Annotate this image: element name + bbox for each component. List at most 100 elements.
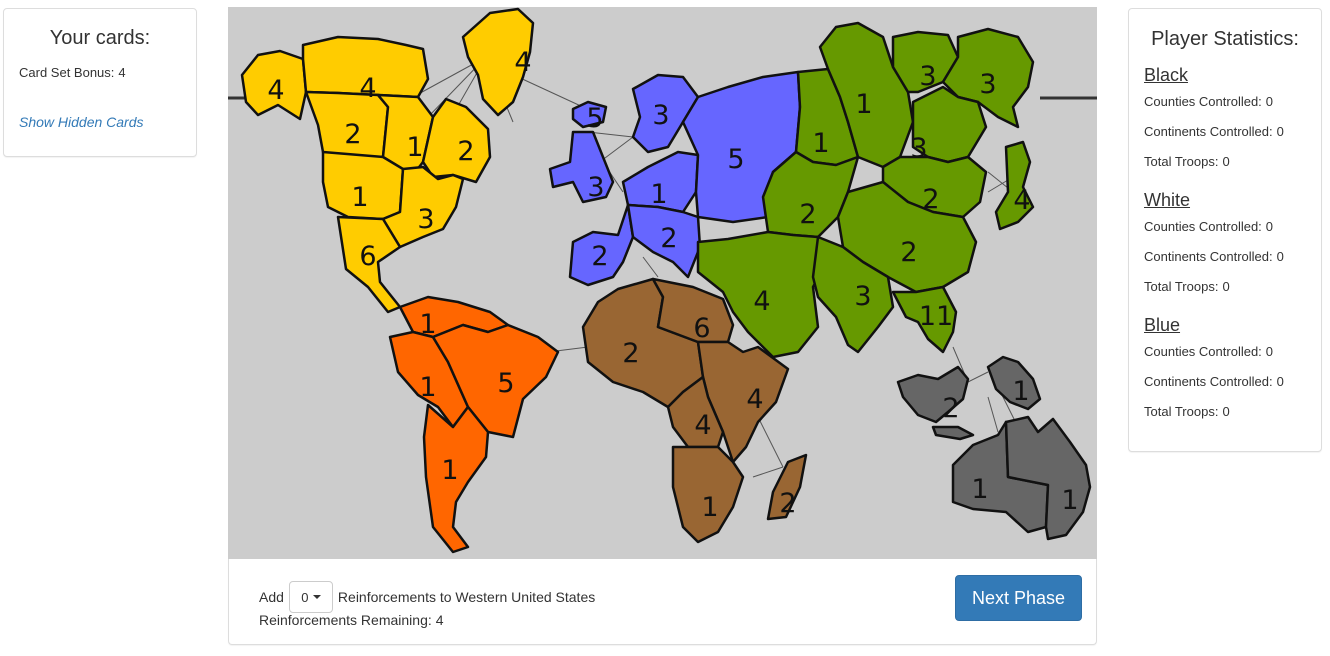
territory-iceland[interactable] <box>571 100 608 129</box>
remaining-label: Reinforcements Remaining: <box>259 612 432 628</box>
troops-brazil: 5 <box>497 368 514 399</box>
troops-value: 0 <box>1222 154 1230 169</box>
troops-north-africa: 2 <box>622 338 639 369</box>
player-block-blue: Blue Counties Controlled: 0 Continents Co… <box>1144 314 1319 434</box>
continent-australia <box>896 355 1092 541</box>
show-hidden-cards-link[interactable]: Show Hidden Cards <box>19 114 144 130</box>
troops-northern-europe: 1 <box>650 179 667 210</box>
next-phase-button[interactable]: Next Phase <box>955 575 1082 621</box>
troops-ontario: 1 <box>406 132 423 163</box>
troops-india: 3 <box>854 281 871 312</box>
territory-scandinavia[interactable] <box>631 73 700 154</box>
territory-siberia[interactable] <box>818 21 915 169</box>
continents-label: Continents Controlled: <box>1144 249 1273 264</box>
troops-japan: 4 <box>1013 185 1030 216</box>
card-set-bonus: Card Set Bonus: 4 <box>19 65 126 80</box>
troops-argentina: 1 <box>441 455 458 486</box>
troop-labels: 4 4 4 2 1 2 1 3 6 1 1 5 1 5 3 3 1 5 2 2 … <box>267 47 1078 523</box>
territory-siam[interactable] <box>891 285 958 354</box>
troops-greenland: 4 <box>514 47 531 78</box>
troops-label: Total Troops: <box>1144 404 1219 419</box>
counties-label: Counties Controlled: <box>1144 94 1262 109</box>
counties-value: 0 <box>1265 94 1274 109</box>
troops-iceland: 5 <box>586 103 603 134</box>
troops-alberta: 2 <box>344 119 361 150</box>
territory-argentina[interactable] <box>422 403 490 554</box>
territory-middle-east[interactable] <box>696 230 825 359</box>
troops-eastern-australia: 1 <box>1061 485 1078 516</box>
troops-label: Total Troops: <box>1144 279 1219 294</box>
world-map: 4 4 4 2 1 2 1 3 6 1 1 5 1 5 3 3 1 5 2 2 … <box>228 7 1097 559</box>
troops-middle-east: 4 <box>753 286 770 317</box>
troops-label: Total Troops: <box>1144 154 1219 169</box>
troops-value: 0 <box>1222 279 1230 294</box>
troops-ural: 1 <box>812 128 829 159</box>
territory-greenland[interactable] <box>461 7 535 117</box>
troops-great-britain: 3 <box>587 172 604 203</box>
continent-north-america <box>240 7 535 314</box>
stats-title: Player Statistics: <box>1151 28 1299 50</box>
territory-southern-europe[interactable] <box>626 203 702 279</box>
counties-value: 0 <box>1265 219 1274 234</box>
card-set-bonus-label: Card Set Bonus: <box>19 65 115 80</box>
reinforcements-remaining: Reinforcements Remaining: 4 <box>259 612 444 628</box>
continent-africa <box>581 277 808 544</box>
territory-great-britain[interactable] <box>548 130 615 204</box>
continents-controlled: Continents Controlled: 0 <box>1144 124 1319 154</box>
troops-southern-europe: 2 <box>660 223 677 254</box>
territory-new-guinea[interactable] <box>986 355 1042 411</box>
add-reinforcements-row: Add 0 Reinforcements to Western United S… <box>259 581 595 613</box>
troops-western-australia: 1 <box>971 474 988 505</box>
reinforcement-amount-dropdown[interactable]: 0 <box>288 581 333 613</box>
troops-kamchatka: 3 <box>979 69 996 100</box>
player-name[interactable]: Black <box>1144 65 1189 85</box>
continents-value: 0 <box>1276 374 1284 389</box>
player-name[interactable]: White <box>1144 190 1191 210</box>
troops-scandinavia: 3 <box>652 100 669 131</box>
territory-kamchatka[interactable] <box>941 27 1035 129</box>
continents-controlled: Continents Controlled: 0 <box>1144 249 1319 279</box>
troops-siberia: 1 <box>855 89 872 120</box>
troops-northwest-territory: 4 <box>359 73 376 104</box>
troops-value: 0 <box>1222 404 1230 419</box>
caret-down-icon <box>312 595 321 599</box>
counties-controlled: Counties Controlled: 0 <box>1144 344 1319 374</box>
total-troops: Total Troops: 0 <box>1144 279 1319 309</box>
territory-madagascar[interactable] <box>766 453 808 521</box>
remaining-value: 4 <box>435 612 444 628</box>
continent-south-america <box>388 295 560 554</box>
troops-yakutsk: 3 <box>919 61 936 92</box>
troops-venezuela: 1 <box>419 309 436 340</box>
continents-label: Continents Controlled: <box>1144 374 1273 389</box>
continent-asia <box>696 21 1035 359</box>
reinforcement-controls: Add 0 Reinforcements to Western United S… <box>228 559 1097 645</box>
territory-alaska[interactable] <box>240 49 308 121</box>
territory-india[interactable] <box>811 235 895 354</box>
territory-western-europe[interactable] <box>568 203 635 287</box>
territory-japan[interactable] <box>994 140 1035 231</box>
troops-western-united-states: 1 <box>351 182 368 213</box>
cards-title: Your cards: <box>49 27 151 49</box>
player-block-white: White Counties Controlled: 0 Continents C… <box>1144 189 1319 309</box>
territory-eastern-australia[interactable] <box>1004 415 1092 541</box>
territory-congo[interactable] <box>666 375 725 449</box>
player-block-black: Black Counties Controlled: 0 Continents C… <box>1144 64 1319 184</box>
troops-central-america: 6 <box>359 241 376 272</box>
troops-siam: 11 <box>919 301 953 332</box>
player-name[interactable]: Blue <box>1144 315 1181 335</box>
continents-value: 0 <box>1276 124 1284 139</box>
territory-south-africa[interactable] <box>671 445 745 544</box>
troops-indonesia: 2 <box>942 393 959 424</box>
player-statistics-panel: Player Statistics: Black Counties Contro… <box>1128 8 1322 452</box>
troops-irkutsk: 3 <box>910 133 927 164</box>
territory-eastern-united-states[interactable] <box>381 165 465 249</box>
continents-label: Continents Controlled: <box>1144 124 1273 139</box>
reinforcement-amount-value: 0 <box>301 589 309 605</box>
territory-indonesia[interactable] <box>896 365 975 441</box>
territory-central-america[interactable] <box>336 215 402 314</box>
card-set-bonus-value: 4 <box>118 65 126 80</box>
cards-panel: Your cards: Card Set Bonus: 4 Show Hidden… <box>3 8 197 157</box>
reinforce-target-text: Reinforcements to Western United States <box>337 589 596 605</box>
territory-northwest-territory[interactable] <box>301 35 430 99</box>
counties-value: 0 <box>1265 344 1274 359</box>
